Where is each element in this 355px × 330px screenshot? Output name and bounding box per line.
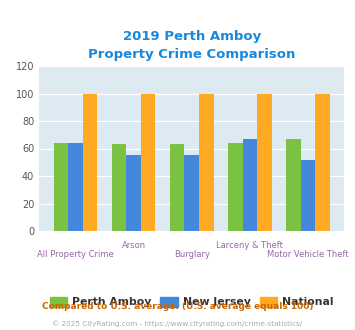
Bar	[242, 139, 257, 231]
Text: Compared to U.S. average. (U.S. average equals 100): Compared to U.S. average. (U.S. average …	[42, 302, 313, 311]
Bar	[170, 145, 185, 231]
Bar	[257, 93, 272, 231]
Title: 2019 Perth Amboy
Property Crime Comparison: 2019 Perth Amboy Property Crime Comparis…	[88, 30, 295, 61]
Text: Arson: Arson	[121, 241, 146, 249]
Text: © 2025 CityRating.com - https://www.cityrating.com/crime-statistics/: © 2025 CityRating.com - https://www.city…	[53, 321, 302, 327]
Bar	[126, 155, 141, 231]
Bar	[199, 93, 213, 231]
Text: Larceny & Theft: Larceny & Theft	[217, 241, 283, 249]
Bar	[286, 139, 301, 231]
Bar	[315, 93, 330, 231]
Bar	[68, 143, 83, 231]
Text: Motor Vehicle Theft: Motor Vehicle Theft	[267, 250, 349, 259]
Bar	[185, 155, 199, 231]
Text: All Property Crime: All Property Crime	[37, 250, 114, 259]
Bar	[83, 93, 97, 231]
Bar	[228, 143, 242, 231]
Bar	[112, 145, 126, 231]
Legend: Perth Amboy, New Jersey, National: Perth Amboy, New Jersey, National	[45, 292, 338, 312]
Text: Burglary: Burglary	[174, 250, 210, 259]
Bar	[301, 159, 315, 231]
Bar	[141, 93, 155, 231]
Bar	[54, 143, 68, 231]
